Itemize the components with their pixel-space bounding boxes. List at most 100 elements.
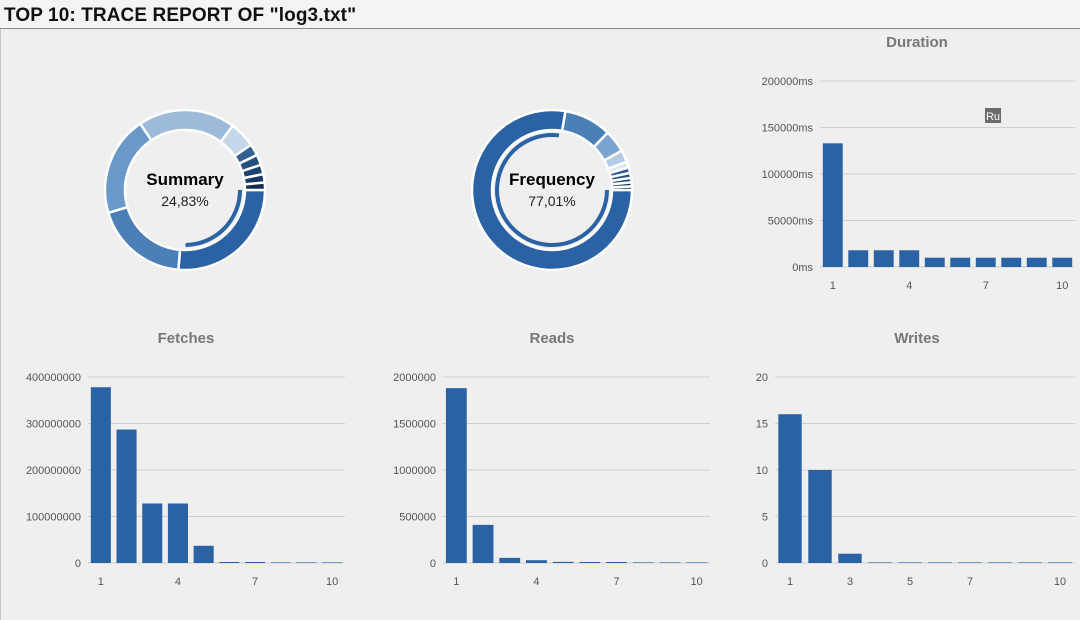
reads-chart-title: Reads <box>529 330 574 347</box>
writes-chart-title: Writes <box>894 330 940 347</box>
fetches-bar[interactable] <box>193 545 214 563</box>
duration-bar[interactable] <box>1026 257 1047 267</box>
reads-bar[interactable] <box>606 562 627 563</box>
reads-bar[interactable] <box>552 561 574 563</box>
writes-y-tick-label: 15 <box>756 419 768 431</box>
reads-bar[interactable] <box>526 560 547 563</box>
fetches-y-tick-label: 200000000 <box>26 465 81 477</box>
fetches-bar[interactable] <box>142 503 163 563</box>
duration-bar[interactable] <box>975 257 996 267</box>
fetches-bar[interactable] <box>219 562 240 563</box>
fetches-chart: Fetches 0 100000000 200000000 300000000 40000… <box>26 330 345 588</box>
reads-y-tick-label: 1000000 <box>393 465 436 477</box>
writes-bar[interactable] <box>928 562 952 563</box>
writes-bar[interactable] <box>1018 562 1042 563</box>
duration-y-tick-label: 50000ms <box>768 216 814 228</box>
writes-bar[interactable] <box>778 414 802 563</box>
fetches-y-tick-label: 300000000 <box>26 419 81 431</box>
reads-x-tick-label: 1 <box>453 576 459 588</box>
duration-chart-title: Duration <box>886 34 948 51</box>
fetches-y-tick-label: 0 <box>75 558 81 570</box>
frequency-segment[interactable] <box>470 108 634 272</box>
reads-bar[interactable] <box>499 557 521 563</box>
writes-bar[interactable] <box>1048 562 1072 563</box>
writes-x-tick-label: 10 <box>1054 576 1066 588</box>
writes-bar[interactable] <box>958 562 982 563</box>
summary-donut-label: Summary <box>146 170 224 189</box>
fetches-bar[interactable] <box>245 562 266 563</box>
duration-y-tick-label: 200000ms <box>762 76 814 88</box>
reads-chart: Reads 0 500000 1000000 1500000 2000000 1 4 7 10 <box>393 330 710 588</box>
writes-bar[interactable] <box>868 562 892 563</box>
reads-y-tick-label: 500000 <box>399 512 436 524</box>
fetches-bar[interactable] <box>270 562 291 563</box>
frequency-donut-label: Frequency <box>509 170 596 189</box>
reads-bar[interactable] <box>632 562 654 563</box>
summary-donut-panel: Summary 24,83% <box>95 100 275 280</box>
writes-x-tick-label: 3 <box>847 576 853 588</box>
fetches-bar[interactable] <box>167 503 188 563</box>
fetches-bar[interactable] <box>116 429 137 563</box>
fetches-x-tick-label: 10 <box>326 576 338 588</box>
writes-chart-panel: Writes 0 5 10 15 20 1 3 5 7 10 <box>735 325 1080 595</box>
reads-bar[interactable] <box>659 562 681 563</box>
fetches-y-tick-label: 400000000 <box>26 372 81 384</box>
writes-y-tick-label: 5 <box>762 512 768 524</box>
frequency-inner-highlight <box>495 133 609 247</box>
duration-bar[interactable] <box>899 250 920 267</box>
summary-segment[interactable] <box>138 108 235 144</box>
summary-segment[interactable] <box>106 205 182 272</box>
duration-bar[interactable] <box>822 143 843 267</box>
fetches-x-tick-label: 1 <box>98 576 104 588</box>
duration-chart: Duration 0ms 50000ms 100000ms 150000ms 200000… <box>762 34 1075 292</box>
writes-bar[interactable] <box>838 553 862 563</box>
reads-y-tick-label: 2000000 <box>393 372 436 384</box>
reads-x-tick-label: 4 <box>533 576 539 588</box>
reads-x-tick-label: 10 <box>691 576 703 588</box>
frequency-segment[interactable] <box>610 185 634 192</box>
reads-bar[interactable] <box>686 562 708 563</box>
frequency-donut-value: 77,01% <box>528 193 575 209</box>
reads-bar[interactable] <box>472 524 494 563</box>
duration-x-tick-label: 4 <box>906 280 912 292</box>
fetches-bar[interactable] <box>322 562 343 563</box>
writes-x-tick-label: 5 <box>907 576 913 588</box>
writes-bar[interactable] <box>808 470 832 563</box>
fetches-bar[interactable] <box>90 387 111 563</box>
summary-segment[interactable] <box>103 121 154 215</box>
reads-y-tick-label: 0 <box>430 558 436 570</box>
summary-inner-highlight <box>185 190 242 247</box>
reads-y-tick-label: 1500000 <box>393 419 436 431</box>
duration-tooltip <box>985 108 1001 123</box>
summary-segment[interactable] <box>243 181 267 192</box>
duration-y-tick-label: 100000ms <box>762 169 814 181</box>
duration-bar[interactable] <box>873 250 894 267</box>
duration-y-tick-label: 150000ms <box>762 123 814 135</box>
reads-bar[interactable] <box>579 562 601 563</box>
reads-bar[interactable] <box>445 388 467 563</box>
duration-bar[interactable] <box>924 257 945 267</box>
writes-bar[interactable] <box>898 562 922 563</box>
frequency-donut-panel: Frequency 77,01% <box>462 100 642 280</box>
duration-chart-panel: Duration 0ms 50000ms 100000ms 150000ms 200000… <box>735 30 1080 300</box>
reads-x-tick-label: 7 <box>613 576 619 588</box>
duration-y-tick-label: 0ms <box>792 262 813 274</box>
report-title: TOP 10: TRACE REPORT OF "log3.txt" <box>4 5 357 26</box>
writes-x-tick-label: 1 <box>787 576 793 588</box>
fetches-x-tick-label: 4 <box>175 576 181 588</box>
fetches-chart-panel: Fetches 0 100000000 200000000 300000000 40000… <box>0 325 370 595</box>
reads-chart-panel: Reads 0 500000 1000000 1500000 2000000 1 4 7 10 <box>370 325 715 595</box>
writes-chart: Writes 0 5 10 15 20 1 3 5 7 10 <box>756 330 1075 588</box>
duration-tooltip-text: Ru <box>986 111 1000 123</box>
duration-bar[interactable] <box>848 250 869 267</box>
left-divider <box>0 29 1 620</box>
fetches-bar[interactable] <box>296 562 317 563</box>
duration-bar[interactable] <box>1001 257 1022 267</box>
writes-x-tick-label: 7 <box>967 576 973 588</box>
duration-bar[interactable] <box>950 257 971 267</box>
duration-x-tick-label: 10 <box>1056 280 1068 292</box>
writes-bar[interactable] <box>988 562 1012 563</box>
duration-bar[interactable] <box>1052 257 1073 267</box>
summary-donut: Summary 24,83% <box>103 108 267 272</box>
duration-x-tick-label: 1 <box>830 280 836 292</box>
